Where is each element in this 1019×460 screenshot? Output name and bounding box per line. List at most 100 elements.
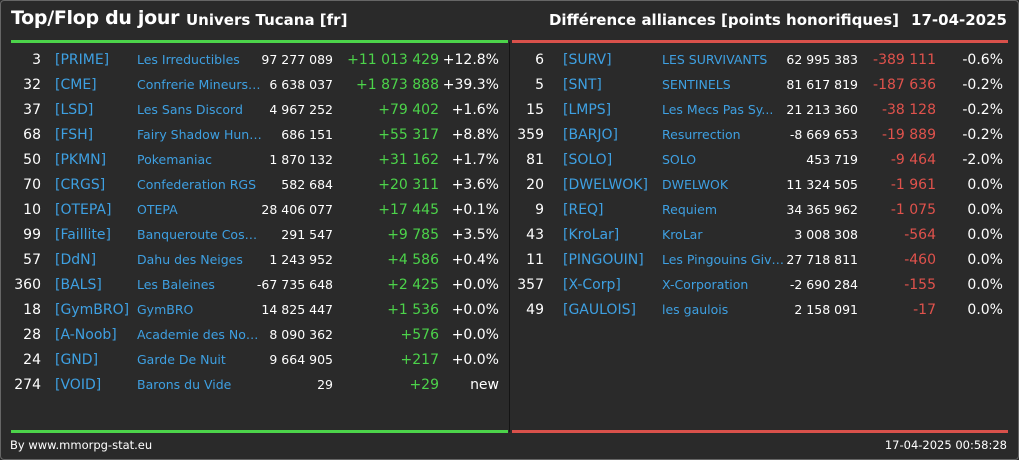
- alliance-tag-link[interactable]: [FSH]: [55, 127, 94, 143]
- alliance-tag-link[interactable]: [SNT]: [563, 77, 602, 93]
- percent-change: +1.6%: [451, 102, 499, 118]
- alliance-rank: 274: [14, 377, 41, 393]
- percent-change: +0.0%: [451, 277, 499, 293]
- alliance-name-link[interactable]: Fairy Shadow Hunte...: [137, 127, 262, 142]
- percent-change: +0.0%: [451, 327, 499, 343]
- alliance-points: 3 008 308: [794, 227, 858, 242]
- alliance-tag-link[interactable]: [CRGS]: [55, 177, 106, 193]
- alliance-points: 582 684: [281, 177, 333, 192]
- alliance-points: 4 967 252: [269, 102, 333, 117]
- alliance-tag-link[interactable]: [REQ]: [563, 202, 604, 218]
- flop-row: 357 [X-Corp] X-Corporation -2 690 284 -155 0.…: [510, 273, 1015, 297]
- alliance-tag-link[interactable]: [LSD]: [55, 102, 94, 118]
- alliance-points: 1 243 952: [269, 252, 333, 267]
- alliance-name-link[interactable]: Les Mecs Pas Sy...: [662, 102, 774, 117]
- alliance-tag-link[interactable]: [KroLar]: [563, 227, 620, 243]
- alliance-tag-link[interactable]: [SOLO]: [563, 152, 613, 168]
- alliance-name-link[interactable]: Confrerie Mineurs ...: [137, 77, 262, 92]
- alliance-tag-link[interactable]: [BARJO]: [563, 127, 618, 143]
- alliance-tag-link[interactable]: [LMPS]: [563, 102, 612, 118]
- bottom-bar-red: [512, 430, 1008, 433]
- alliance-tag-link[interactable]: [GAULOIS]: [563, 302, 636, 318]
- alliance-name-link[interactable]: DWELWOK: [662, 177, 729, 192]
- points-delta: +20 311: [378, 177, 439, 193]
- alliance-points: 6 638 037: [269, 77, 333, 92]
- alliance-tag-link[interactable]: [GND]: [55, 352, 99, 368]
- percent-change: +8.8%: [451, 127, 499, 143]
- percent-change: -0.6%: [962, 52, 1003, 68]
- alliance-tag-link[interactable]: [GymBRO]: [55, 302, 130, 318]
- alliance-tag-link[interactable]: [X-Corp]: [563, 277, 621, 293]
- alliance-tag-link[interactable]: [VOID]: [55, 377, 102, 393]
- alliance-name-link[interactable]: Banqueroute Cosm...: [137, 227, 262, 242]
- alliance-name-link[interactable]: Les Baleines: [137, 277, 215, 292]
- top-bar-red: [512, 40, 1008, 43]
- points-delta: -155: [904, 277, 936, 293]
- top-row: 274 [VOID] Barons du Vide 29 +29 new: [0, 373, 505, 397]
- alliance-name-link[interactable]: Dahu des Neiges: [137, 252, 243, 267]
- bottom-bar-green: [11, 430, 508, 433]
- alliance-points: -8 669 653: [789, 127, 858, 142]
- alliance-name-link[interactable]: Barons du Vide: [137, 377, 232, 392]
- top-row: 50 [PKMN] Pokemaniac 1 870 132 +31 162 +1.7%: [0, 148, 505, 172]
- top-row: 360 [BALS] Les Baleines -67 735 648 +2 425 +0…: [0, 273, 505, 297]
- column-divider: [509, 42, 510, 432]
- alliance-points: 62 995 383: [786, 52, 858, 67]
- alliance-rank: 28: [23, 327, 41, 343]
- alliance-tag-link[interactable]: [PINGOUIN]: [563, 252, 644, 268]
- top-row: 3 [PRIME] Les Irreductibles 97 277 089 +11 0…: [0, 48, 505, 72]
- alliance-points: 686 151: [281, 127, 333, 142]
- alliance-tag-link[interactable]: [OTEPA]: [55, 202, 112, 218]
- alliance-name-link[interactable]: KroLar: [662, 227, 703, 242]
- alliance-rank: 81: [526, 152, 544, 168]
- alliance-name-link[interactable]: Academie des Noob...: [137, 327, 262, 342]
- alliance-name-link[interactable]: Les Irreductibles: [137, 52, 240, 67]
- alliance-rank: 20: [526, 177, 544, 193]
- alliance-tag-link[interactable]: [PRIME]: [55, 52, 110, 68]
- alliance-points: 11 324 505: [786, 177, 858, 192]
- alliance-tag-link[interactable]: [PKMN]: [55, 152, 107, 168]
- alliance-name-link[interactable]: OTEPA: [137, 202, 178, 217]
- category-label: Différence alliances [points honorifique…: [548, 11, 900, 29]
- alliance-tag-link[interactable]: [DdN]: [55, 252, 97, 268]
- points-delta: -460: [904, 252, 936, 268]
- alliance-tag-link[interactable]: [Faillite]: [55, 227, 111, 243]
- alliance-tag-link[interactable]: [SURV]: [563, 52, 612, 68]
- alliance-tag-link[interactable]: [BALS]: [55, 277, 102, 293]
- alliance-rank: 11: [526, 252, 544, 268]
- alliance-name-link[interactable]: Les Sans Discord: [137, 102, 243, 117]
- alliance-rank: 49: [526, 302, 544, 318]
- alliance-name-link[interactable]: Resurrection: [662, 127, 741, 142]
- alliance-tag-link[interactable]: [CME]: [55, 77, 97, 93]
- percent-change: +3.6%: [451, 177, 499, 193]
- alliance-name-link[interactable]: Pokemaniac: [137, 152, 212, 167]
- percent-change: +0.0%: [451, 302, 499, 318]
- percent-change: +39.3%: [442, 77, 499, 93]
- alliance-name-link[interactable]: SENTINELS: [662, 77, 731, 92]
- alliance-tag-link[interactable]: [DWELWOK]: [563, 177, 648, 193]
- alliance-name-link[interactable]: SOLO: [662, 152, 697, 167]
- percent-change: -2.0%: [962, 152, 1003, 168]
- alliance-name-link[interactable]: Garde De Nuit: [137, 352, 226, 367]
- alliance-name-link[interactable]: GymBRO: [137, 302, 194, 317]
- alliance-points: 14 825 447: [261, 302, 333, 317]
- footer-source: By www.mmorpg-stat.eu: [10, 438, 153, 452]
- points-delta: -19 889: [881, 127, 936, 143]
- alliance-points: 34 365 962: [786, 202, 858, 217]
- alliance-name-link[interactable]: Confederation RGS: [137, 177, 257, 192]
- alliance-name-link[interactable]: Requiem: [662, 202, 718, 217]
- points-delta: +79 402: [378, 102, 439, 118]
- points-delta: +1 536: [387, 302, 439, 318]
- alliance-name-link[interactable]: LES SURVIVANTS: [662, 52, 768, 67]
- alliance-rank: 32: [23, 77, 41, 93]
- alliance-rank: 5: [535, 77, 544, 93]
- points-delta: +31 162: [378, 152, 439, 168]
- alliance-name-link[interactable]: X-Corporation: [662, 277, 749, 292]
- alliance-name-link[interactable]: Les Pingouins Givre...: [662, 252, 787, 267]
- top-row: 18 [GymBRO] GymBRO 14 825 447 +1 536 +0.0%: [0, 298, 505, 322]
- points-delta: -564: [904, 227, 936, 243]
- alliance-points: 1 870 132: [269, 152, 333, 167]
- alliance-tag-link[interactable]: [A-Noob]: [55, 327, 117, 343]
- alliance-rank: 359: [517, 127, 544, 143]
- alliance-name-link[interactable]: les gaulois: [662, 302, 729, 317]
